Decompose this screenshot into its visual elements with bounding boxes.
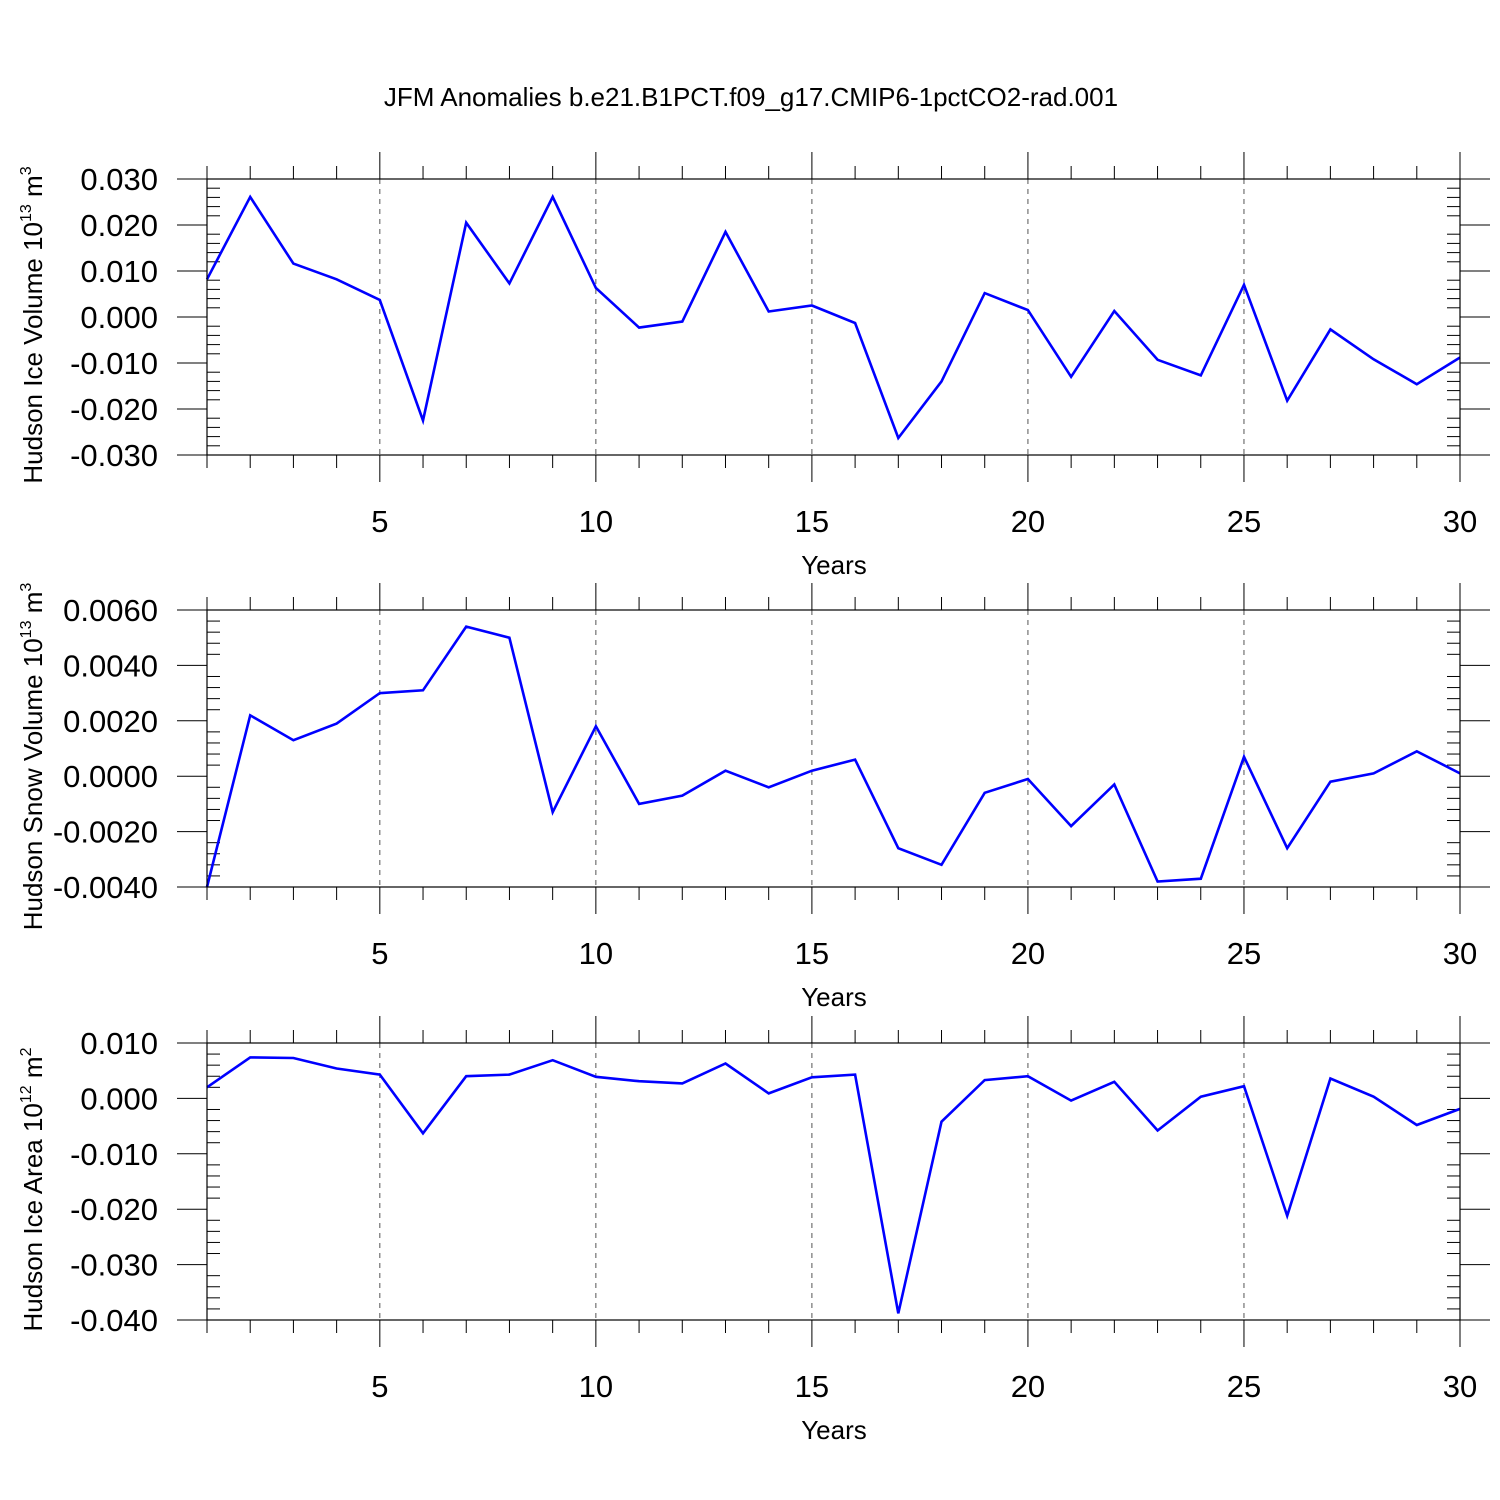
chart-2-x-tick-label: 30 <box>1443 936 1477 971</box>
chart-1-x-tick-label: 5 <box>371 504 388 539</box>
chart-1-x-tick-label: 30 <box>1443 504 1477 539</box>
chart-3-x-tick-label: 10 <box>579 1369 613 1404</box>
chart-3-x-tick-label: 30 <box>1443 1369 1477 1404</box>
chart-3-x-tick-label: 20 <box>1011 1369 1045 1404</box>
chart-2-x-tick-label: 20 <box>1011 936 1045 971</box>
chart-2-y-tick-label: -0.0020 <box>53 815 158 850</box>
chart-1-y-tick-label: -0.030 <box>70 438 158 473</box>
chart-3-x-tick-label: 25 <box>1227 1369 1261 1404</box>
chart-3-x-tick-label: 15 <box>795 1369 829 1404</box>
chart-1-y-tick-label: 0.020 <box>80 208 158 243</box>
figure-title: JFM Anomalies b.e21.B1PCT.f09_g17.CMIP6-… <box>384 82 1118 112</box>
chart-1-x-tick-label: 10 <box>579 504 613 539</box>
chart-1-y-tick-label: -0.020 <box>70 392 158 427</box>
chart-3-y-tick-label: 0.010 <box>80 1026 158 1061</box>
chart-3-x-tick-label: 5 <box>371 1369 388 1404</box>
chart-3-series-line <box>206 1056 1461 1314</box>
chart-3-y-tick-label: -0.030 <box>70 1248 158 1283</box>
chart-3-y-axis-title: Hudson Ice Area 1012 m2 <box>18 1047 48 1331</box>
chart-1-x-axis-title: Years <box>801 550 867 580</box>
chart-1-x-tick-label: 25 <box>1227 504 1261 539</box>
panels: 0.030 0.020 0.010 0.000 -0.010 -0.020 -0.030 5 1… <box>18 152 1490 1445</box>
chart-1-y-tick-label: 0.010 <box>80 254 158 289</box>
chart-1-y-tick-label: 0.000 <box>80 300 158 335</box>
chart-3-y-tick-label: -0.040 <box>70 1303 158 1338</box>
chart-2-y-tick-label: -0.0040 <box>53 870 158 905</box>
chart-1-frame <box>206 178 1461 456</box>
chart-1-series-line <box>205 193 1461 441</box>
chart-2-y-tick-label: 0.0040 <box>63 648 158 683</box>
chart-3-y-tick-label: -0.020 <box>70 1192 158 1227</box>
chart-2-y-tick-label: 0.0000 <box>63 759 158 794</box>
chart-1-y-axis-title: Hudson Ice Volume 1013 m3 <box>18 166 48 483</box>
chart-1-y-tick-label: 0.030 <box>80 162 158 197</box>
chart-3-frame <box>206 1042 1461 1321</box>
chart-1-y-tick-label: -0.010 <box>70 346 158 381</box>
chart-2-y-axis-title: Hudson Snow Volume 1013 m3 <box>18 583 48 931</box>
chart-3-x-axis-title: Years <box>801 1415 867 1445</box>
chart-2-x-tick-label: 5 <box>371 936 388 971</box>
chart-2-frame <box>206 609 1461 888</box>
chart-1-x-tick-label: 20 <box>1011 504 1045 539</box>
chart-3: 0.010 0.000 -0.010 -0.020 -0.030 -0.040 5 10 15 2… <box>18 1016 1490 1445</box>
chart-2-x-tick-label: 25 <box>1227 936 1261 971</box>
chart-1-x-tick-label: 15 <box>795 504 829 539</box>
chart-2-y-tick-label: 0.0020 <box>63 704 158 739</box>
chart-2-x-tick-label: 10 <box>579 936 613 971</box>
chart-3-y-tick-label: 0.000 <box>80 1081 158 1116</box>
chart-2-y-tick-label: 0.0060 <box>63 593 158 628</box>
chart-2-x-tick-label: 15 <box>795 936 829 971</box>
chart-2: 0.0060 0.0040 0.0020 0.0000 -0.0020 -0.0040 5 1… <box>18 583 1490 1012</box>
chart-1: 0.030 0.020 0.010 0.000 -0.010 -0.020 -0.030 5 1… <box>18 152 1490 580</box>
chart-3-y-tick-label: -0.010 <box>70 1137 158 1172</box>
chart-2-series-line <box>205 625 1461 888</box>
chart-2-x-axis-title: Years <box>801 982 867 1012</box>
